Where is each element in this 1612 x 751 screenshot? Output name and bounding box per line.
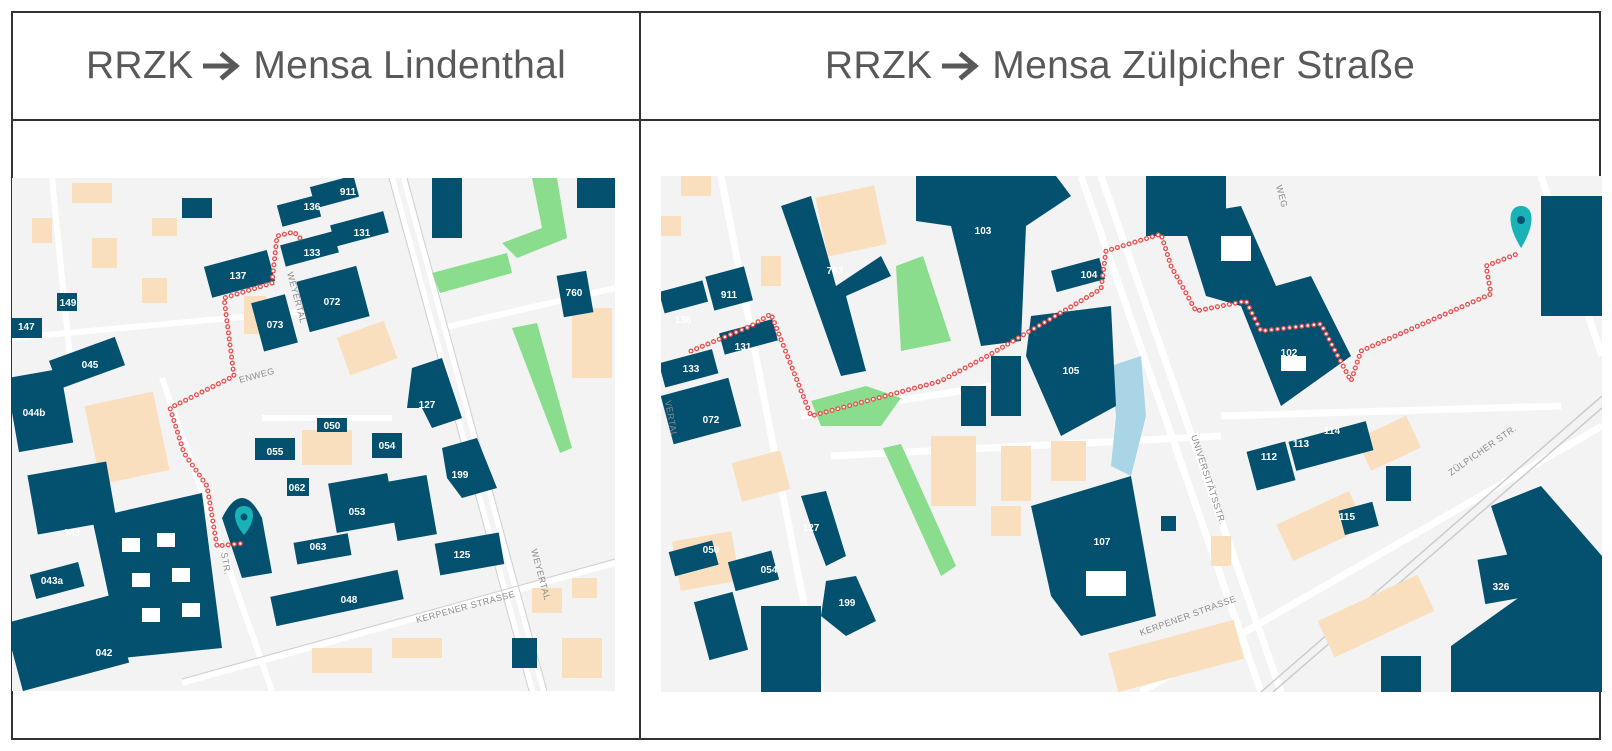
svg-text:043: 043 [64, 528, 81, 539]
white-windows [122, 533, 200, 622]
right-arrow-icon [942, 51, 980, 81]
svg-text:054: 054 [379, 441, 396, 452]
svg-text:115: 115 [1339, 512, 1356, 523]
svg-text:131: 131 [735, 342, 752, 353]
header-divider [11, 119, 1601, 121]
svg-text:149: 149 [60, 298, 77, 309]
svg-text:104: 104 [1081, 270, 1098, 281]
svg-text:072: 072 [324, 297, 341, 308]
svg-text:062: 062 [289, 483, 306, 494]
svg-text:045: 045 [82, 360, 99, 371]
svg-text:055: 055 [267, 447, 284, 458]
svg-text:102: 102 [1281, 348, 1298, 359]
svg-text:125: 125 [454, 550, 471, 561]
svg-text:ENWEG: ENWEG [238, 366, 276, 385]
svg-text:044b: 044b [23, 408, 46, 419]
svg-text:326: 326 [1493, 582, 1510, 593]
map-lindenthal[interactable]: 911 136 131 133 137 072 760 149 147 073 … [12, 178, 615, 691]
greenspace [432, 178, 572, 453]
svg-text:763: 763 [827, 266, 844, 277]
svg-text:133: 133 [304, 248, 321, 259]
light-buildings [661, 176, 1435, 692]
svg-text:911: 911 [340, 187, 357, 198]
svg-text:131: 131 [354, 228, 371, 239]
svg-text:137: 137 [230, 271, 247, 282]
column-divider [639, 11, 641, 740]
svg-text:199: 199 [839, 598, 856, 609]
railway [1260, 395, 1602, 692]
building-labels: 103 763 104 911 136 131 133 072 105 102 … [675, 226, 1510, 609]
svg-text:103: 103 [975, 226, 992, 237]
light-buildings [32, 183, 612, 678]
header-left-from: RRZK [85, 44, 194, 87]
svg-text:KERPENER STRASSE: KERPENER STRASSE [415, 589, 516, 625]
svg-text:127: 127 [419, 400, 436, 411]
svg-text:STR.: STR. [219, 552, 233, 576]
right-arrow-icon [203, 51, 241, 81]
svg-text:050: 050 [703, 545, 720, 556]
svg-text:112: 112 [1261, 452, 1278, 463]
map-pin-icon[interactable] [1510, 206, 1532, 248]
roads-outline [181, 178, 615, 691]
header-right-from: RRZK [824, 44, 933, 87]
svg-text:107: 107 [1094, 537, 1111, 548]
svg-text:043a: 043a [41, 576, 64, 587]
svg-text:042: 042 [96, 648, 113, 659]
svg-text:147: 147 [18, 322, 35, 333]
header-right-to: Mensa Zülpicher Straße [992, 44, 1416, 87]
building-labels: 911 136 131 133 137 072 760 149 147 073 … [18, 187, 583, 659]
map-pin-icon[interactable] [234, 506, 254, 535]
svg-text:054: 054 [761, 565, 778, 576]
svg-text:199: 199 [452, 470, 469, 481]
svg-text:105: 105 [1063, 366, 1080, 377]
svg-text:050: 050 [324, 421, 341, 432]
map-zuelpicher-strasse[interactable]: 103 763 104 911 136 131 133 072 105 102 … [661, 176, 1602, 692]
svg-text:136: 136 [304, 202, 321, 213]
svg-text:911: 911 [721, 290, 738, 301]
header-left: RRZK Mensa Lindenthal [13, 13, 639, 119]
svg-text:073: 073 [267, 320, 284, 331]
pond [1111, 356, 1146, 476]
svg-text:136: 136 [675, 315, 692, 326]
svg-text:ZÜLPICHER STR.: ZÜLPICHER STR. [1446, 423, 1518, 478]
svg-text:127: 127 [803, 523, 820, 534]
svg-text:072: 072 [703, 415, 720, 426]
svg-text:WEG: WEG [1274, 184, 1290, 209]
svg-text:048: 048 [341, 595, 358, 606]
header-left-to: Mensa Lindenthal [253, 44, 567, 87]
white-windows [1086, 236, 1306, 596]
svg-text:133: 133 [683, 364, 700, 375]
svg-text:053: 053 [349, 507, 366, 518]
svg-text:760: 760 [566, 288, 583, 299]
svg-text:113: 113 [1293, 439, 1310, 450]
svg-text:063: 063 [310, 542, 327, 553]
svg-text:114: 114 [1324, 426, 1341, 437]
header-right: RRZK Mensa Zülpicher Straße [641, 13, 1599, 119]
